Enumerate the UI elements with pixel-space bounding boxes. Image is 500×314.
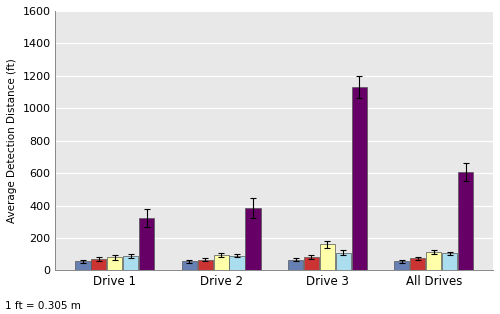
Bar	[76, 262, 90, 270]
Bar	[352, 87, 367, 270]
Bar	[108, 257, 122, 270]
Bar	[410, 258, 426, 270]
Bar	[139, 218, 154, 270]
Bar	[320, 244, 335, 270]
Bar	[288, 260, 303, 270]
Bar	[304, 257, 319, 270]
Y-axis label: Average Detection Distance (ft): Average Detection Distance (ft)	[7, 58, 17, 223]
Bar	[458, 172, 473, 270]
Bar	[214, 255, 228, 270]
Bar	[230, 256, 244, 270]
Bar	[426, 252, 442, 270]
Bar	[336, 252, 351, 270]
Bar	[182, 262, 197, 270]
Bar	[198, 260, 213, 270]
Bar	[394, 262, 409, 270]
Text: 1 ft = 0.305 m: 1 ft = 0.305 m	[5, 301, 81, 311]
Bar	[123, 256, 138, 270]
Bar	[442, 253, 457, 270]
Bar	[92, 259, 106, 270]
Bar	[246, 208, 260, 270]
